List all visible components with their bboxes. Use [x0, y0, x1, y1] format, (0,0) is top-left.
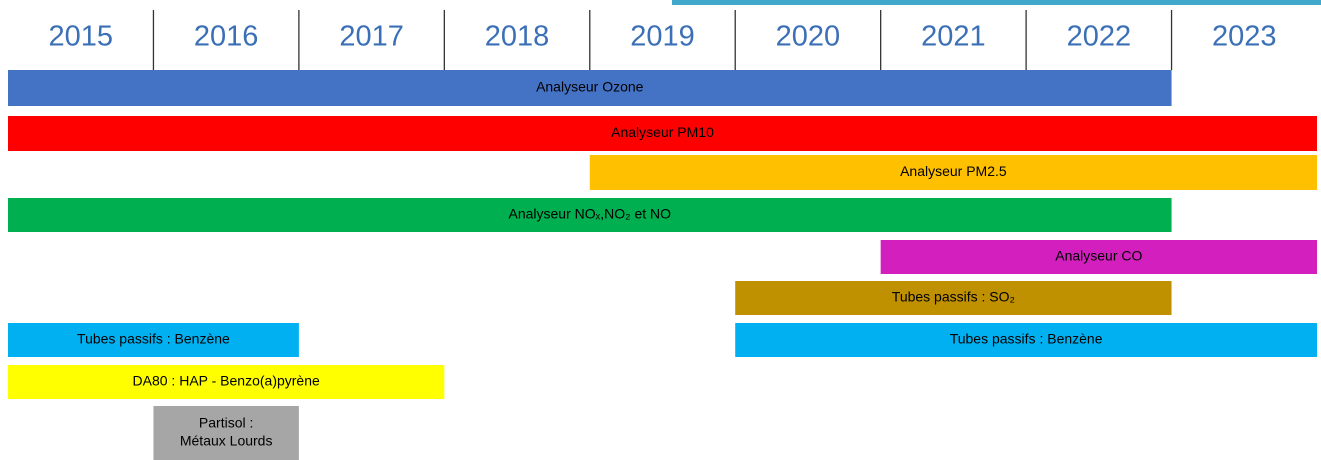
year-label: 2022: [1067, 21, 1132, 53]
year-label: 2023: [1212, 21, 1277, 53]
bar-label: Analyseur Ozone: [536, 79, 644, 95]
year-label: 2018: [485, 21, 550, 53]
bar-label: Analyseur PM2.5: [900, 163, 1007, 179]
bar-label: Analyseur NOₓ,NO₂ et NO: [509, 206, 672, 222]
bar-label: Métaux Lourds: [180, 433, 273, 449]
year-label: 2017: [339, 21, 404, 53]
year-label: 2015: [48, 21, 113, 53]
bar-label: Tubes passifs : Benzène: [77, 331, 230, 347]
timeline-chart: 2015 2016 2017 2018 2019 2020 2021 2022 2023 Anal…: [0, 0, 1321, 460]
year-label: 2020: [776, 21, 841, 53]
bar-label: Tubes passifs : Benzène: [950, 331, 1103, 347]
bar-label: DA80 : HAP - Benzo(a)pyrène: [133, 373, 320, 389]
bar-label: Tubes passifs : SO₂: [892, 289, 1015, 305]
bar-label: Analyseur PM10: [611, 124, 714, 140]
bar-label: Analyseur CO: [1055, 248, 1142, 264]
bar-label: Partisol :: [199, 415, 253, 431]
year-label: 2016: [194, 21, 259, 53]
page: {"chart_data": { "type": "gantt", "categ…: [0, 0, 1321, 460]
year-label: 2021: [921, 21, 986, 53]
cropped-image-edge: [672, 0, 1321, 5]
year-label: 2019: [630, 21, 695, 53]
